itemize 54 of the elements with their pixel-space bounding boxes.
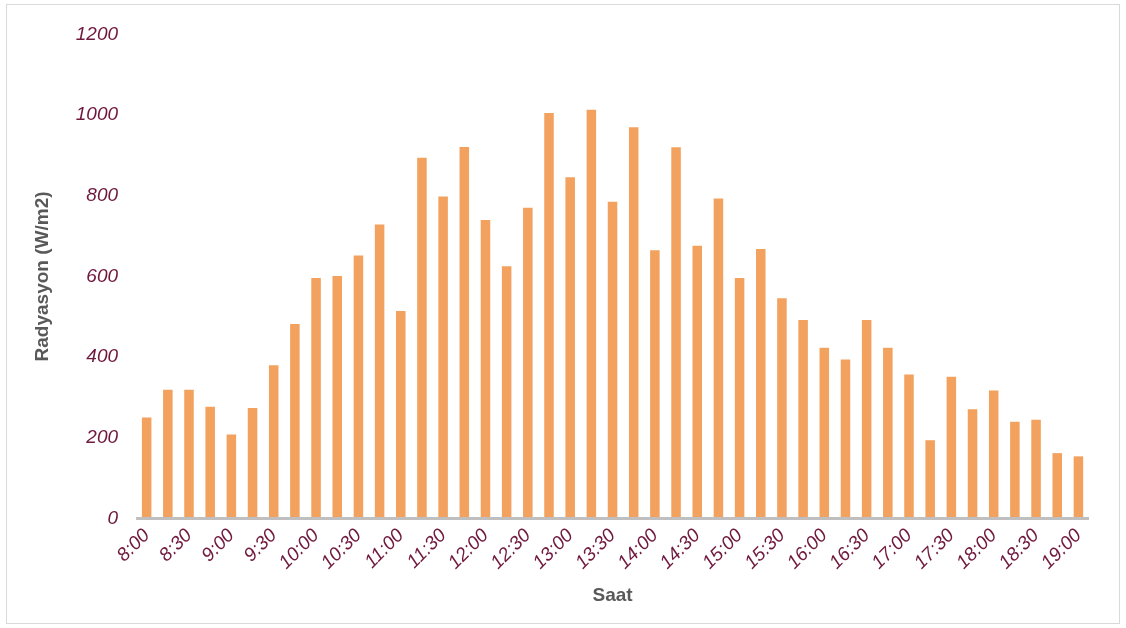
bar — [268, 365, 279, 519]
y-tick-label: 0 — [107, 506, 119, 528]
bar — [438, 196, 448, 519]
bar — [459, 146, 470, 519]
bar — [480, 219, 491, 519]
bar — [374, 224, 385, 519]
bar — [840, 359, 851, 519]
bar — [163, 389, 173, 519]
bar — [861, 319, 872, 519]
bar — [523, 207, 533, 519]
bar — [544, 113, 554, 519]
bar — [311, 278, 321, 519]
bar — [904, 374, 914, 519]
x-axis-title: Saat — [592, 583, 634, 605]
bar — [205, 406, 215, 519]
bar — [184, 389, 194, 519]
bar — [396, 311, 406, 519]
y-tick-label: 1000 — [75, 103, 119, 125]
bar — [628, 127, 639, 519]
bar — [946, 376, 957, 519]
y-tick-label: 200 — [85, 426, 119, 448]
y-tick-label: 1200 — [75, 22, 119, 44]
bar — [1052, 453, 1062, 519]
bar — [692, 245, 702, 519]
y-tick-label: 600 — [86, 264, 119, 286]
bar — [141, 417, 152, 519]
y-tick-label: 800 — [86, 184, 119, 206]
bar — [1031, 419, 1041, 519]
bar — [290, 324, 300, 519]
bar — [734, 278, 745, 519]
bar — [967, 409, 978, 519]
bar — [417, 157, 427, 519]
bar — [586, 109, 597, 519]
bar — [925, 440, 935, 519]
bar — [756, 249, 766, 519]
bar — [501, 266, 512, 519]
bar — [226, 434, 237, 519]
bar — [819, 347, 830, 519]
bar — [777, 298, 787, 519]
bar — [883, 347, 893, 519]
bar — [650, 250, 660, 519]
bar — [713, 198, 724, 519]
y-tick-label: 400 — [86, 345, 119, 367]
bar — [1010, 421, 1020, 519]
bar — [247, 407, 258, 519]
bar — [1073, 456, 1084, 519]
bar — [332, 276, 343, 519]
bar — [798, 319, 808, 519]
y-axis-title: Radyasyon (W/m2) — [30, 191, 52, 362]
bar — [353, 255, 364, 519]
bar — [988, 390, 999, 519]
bar — [671, 147, 681, 519]
bar — [607, 201, 618, 519]
bar — [565, 177, 575, 519]
